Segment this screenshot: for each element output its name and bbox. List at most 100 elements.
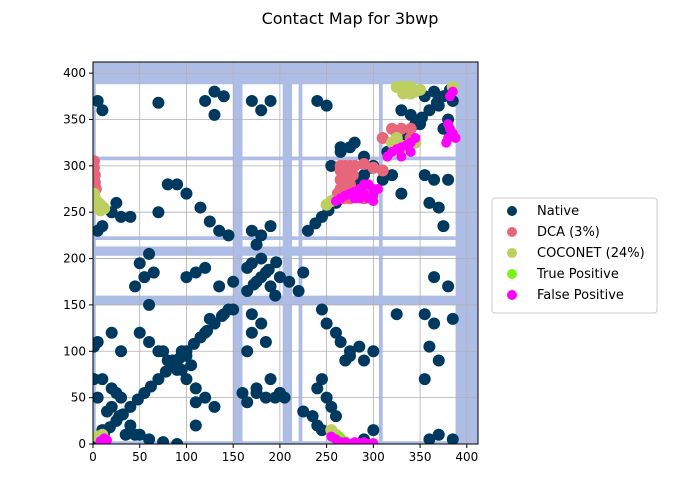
legend-marker xyxy=(507,248,517,258)
data-point xyxy=(443,119,454,130)
data-point xyxy=(325,159,338,172)
data-point xyxy=(283,275,296,288)
data-point xyxy=(93,336,104,349)
data-point xyxy=(166,354,179,367)
data-point xyxy=(110,196,123,209)
data-point xyxy=(423,196,436,209)
data-point xyxy=(329,326,342,339)
data-point xyxy=(199,326,212,339)
x-tick-label: 50 xyxy=(132,450,147,464)
data-point xyxy=(423,433,436,444)
data-point xyxy=(241,396,254,409)
legend-marker xyxy=(507,269,517,279)
data-point xyxy=(432,99,445,112)
data-point xyxy=(144,380,157,393)
data-point xyxy=(410,133,421,144)
data-point xyxy=(222,229,235,242)
data-point xyxy=(203,215,216,228)
data-point xyxy=(423,104,436,117)
data-point xyxy=(329,410,342,423)
data-point xyxy=(180,349,193,362)
data-point xyxy=(255,104,268,117)
data-point xyxy=(189,396,202,409)
data-point xyxy=(432,201,445,214)
x-tick-label: 150 xyxy=(222,450,245,464)
data-point xyxy=(255,229,268,242)
data-point xyxy=(124,210,137,223)
data-point xyxy=(273,271,286,284)
legend-box xyxy=(491,197,658,314)
data-point xyxy=(152,373,165,386)
x-tick-label: 400 xyxy=(455,450,478,464)
data-point xyxy=(357,157,370,170)
gap-band-horizontal xyxy=(93,236,478,241)
data-point xyxy=(264,94,277,107)
data-point xyxy=(259,266,272,279)
y-axis-ticks: 0 50 100 150 200 250 300 350 400 xyxy=(63,66,93,451)
data-point xyxy=(157,345,170,358)
data-point xyxy=(264,373,277,386)
data-point xyxy=(278,391,291,404)
data-point xyxy=(353,340,366,353)
data-point xyxy=(93,94,104,107)
data-point xyxy=(334,145,347,158)
data-point xyxy=(143,336,156,349)
data-point xyxy=(404,122,417,135)
data-point xyxy=(395,187,408,200)
y-tick-label: 400 xyxy=(63,66,86,80)
data-point xyxy=(143,298,156,311)
data-point xyxy=(113,410,126,423)
data-point xyxy=(133,326,146,339)
data-point xyxy=(428,85,441,98)
data-point xyxy=(311,94,324,107)
data-point xyxy=(208,400,221,413)
data-point xyxy=(175,363,188,376)
data-point xyxy=(189,382,202,395)
data-point xyxy=(432,354,445,367)
data-point xyxy=(357,169,370,182)
data-point xyxy=(96,104,109,117)
data-point xyxy=(373,184,384,195)
gap-band-horizontal xyxy=(93,156,478,161)
data-point xyxy=(428,173,441,186)
data-point xyxy=(180,187,193,200)
data-point xyxy=(115,391,128,404)
data-point xyxy=(180,373,193,386)
data-point xyxy=(199,94,212,107)
y-tick-label: 50 xyxy=(71,391,86,405)
data-point xyxy=(334,336,347,349)
data-point xyxy=(315,303,328,316)
data-point xyxy=(101,405,114,418)
data-point xyxy=(203,312,216,325)
data-point xyxy=(143,247,156,260)
data-point xyxy=(269,289,282,302)
data-point xyxy=(297,405,310,418)
data-point xyxy=(446,312,459,325)
data-point xyxy=(390,308,403,321)
data-point xyxy=(217,90,230,103)
x-tick-label: 300 xyxy=(362,450,385,464)
y-tick-label: 200 xyxy=(63,252,86,266)
data-point xyxy=(292,285,305,298)
data-point xyxy=(213,280,226,293)
legend-label: Native xyxy=(537,204,579,219)
legend-label: True Positive xyxy=(536,267,619,282)
data-point xyxy=(105,382,118,395)
data-point xyxy=(157,436,170,444)
data-point xyxy=(376,164,389,177)
legend-label: COCONET (24%) xyxy=(537,246,645,261)
data-point xyxy=(367,345,380,358)
data-point xyxy=(320,391,333,404)
data-point xyxy=(93,391,104,404)
legend-marker xyxy=(507,290,517,300)
data-point xyxy=(208,85,221,98)
data-point xyxy=(147,266,160,279)
data-point xyxy=(428,317,441,330)
data-point xyxy=(259,336,272,349)
data-point xyxy=(161,178,174,191)
legend-marker xyxy=(507,227,517,237)
data-point xyxy=(423,340,436,353)
data-point xyxy=(264,280,277,293)
data-point xyxy=(444,91,455,102)
data-point xyxy=(414,83,427,96)
